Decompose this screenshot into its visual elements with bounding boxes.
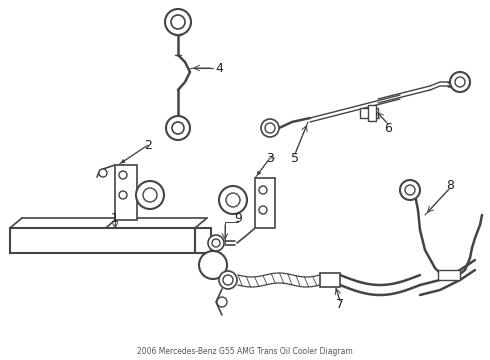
Circle shape xyxy=(405,185,415,195)
Circle shape xyxy=(261,119,279,137)
Circle shape xyxy=(172,122,184,134)
Circle shape xyxy=(217,297,227,307)
Text: 2: 2 xyxy=(144,139,152,152)
Bar xyxy=(320,273,340,287)
Circle shape xyxy=(223,275,233,285)
Circle shape xyxy=(212,239,220,247)
Circle shape xyxy=(199,251,227,279)
Bar xyxy=(255,178,275,228)
Text: 8: 8 xyxy=(446,179,454,192)
Circle shape xyxy=(455,77,465,87)
Text: 4: 4 xyxy=(215,62,223,75)
Circle shape xyxy=(400,180,420,200)
Bar xyxy=(195,228,211,253)
Bar xyxy=(438,270,460,280)
Circle shape xyxy=(259,186,267,194)
Circle shape xyxy=(208,235,224,251)
Bar xyxy=(360,108,378,118)
Circle shape xyxy=(166,116,190,140)
Bar xyxy=(368,105,376,121)
Circle shape xyxy=(119,191,127,199)
Text: 9: 9 xyxy=(234,212,242,225)
Circle shape xyxy=(99,169,107,177)
Text: 2006 Mercedes-Benz G55 AMG Trans Oil Cooler Diagram: 2006 Mercedes-Benz G55 AMG Trans Oil Coo… xyxy=(137,347,353,356)
Circle shape xyxy=(259,206,267,214)
Circle shape xyxy=(265,123,275,133)
Text: 7: 7 xyxy=(336,298,344,311)
Circle shape xyxy=(219,186,247,214)
Text: 1: 1 xyxy=(111,212,119,225)
Circle shape xyxy=(165,9,191,35)
Circle shape xyxy=(226,193,240,207)
Circle shape xyxy=(450,72,470,92)
Circle shape xyxy=(143,188,157,202)
Circle shape xyxy=(219,271,237,289)
Bar xyxy=(115,165,137,220)
Circle shape xyxy=(119,171,127,179)
Text: 5: 5 xyxy=(291,152,299,165)
Circle shape xyxy=(136,181,164,209)
Text: 3: 3 xyxy=(266,152,274,165)
Circle shape xyxy=(171,15,185,29)
Bar xyxy=(10,228,195,253)
Text: 6: 6 xyxy=(384,122,392,135)
